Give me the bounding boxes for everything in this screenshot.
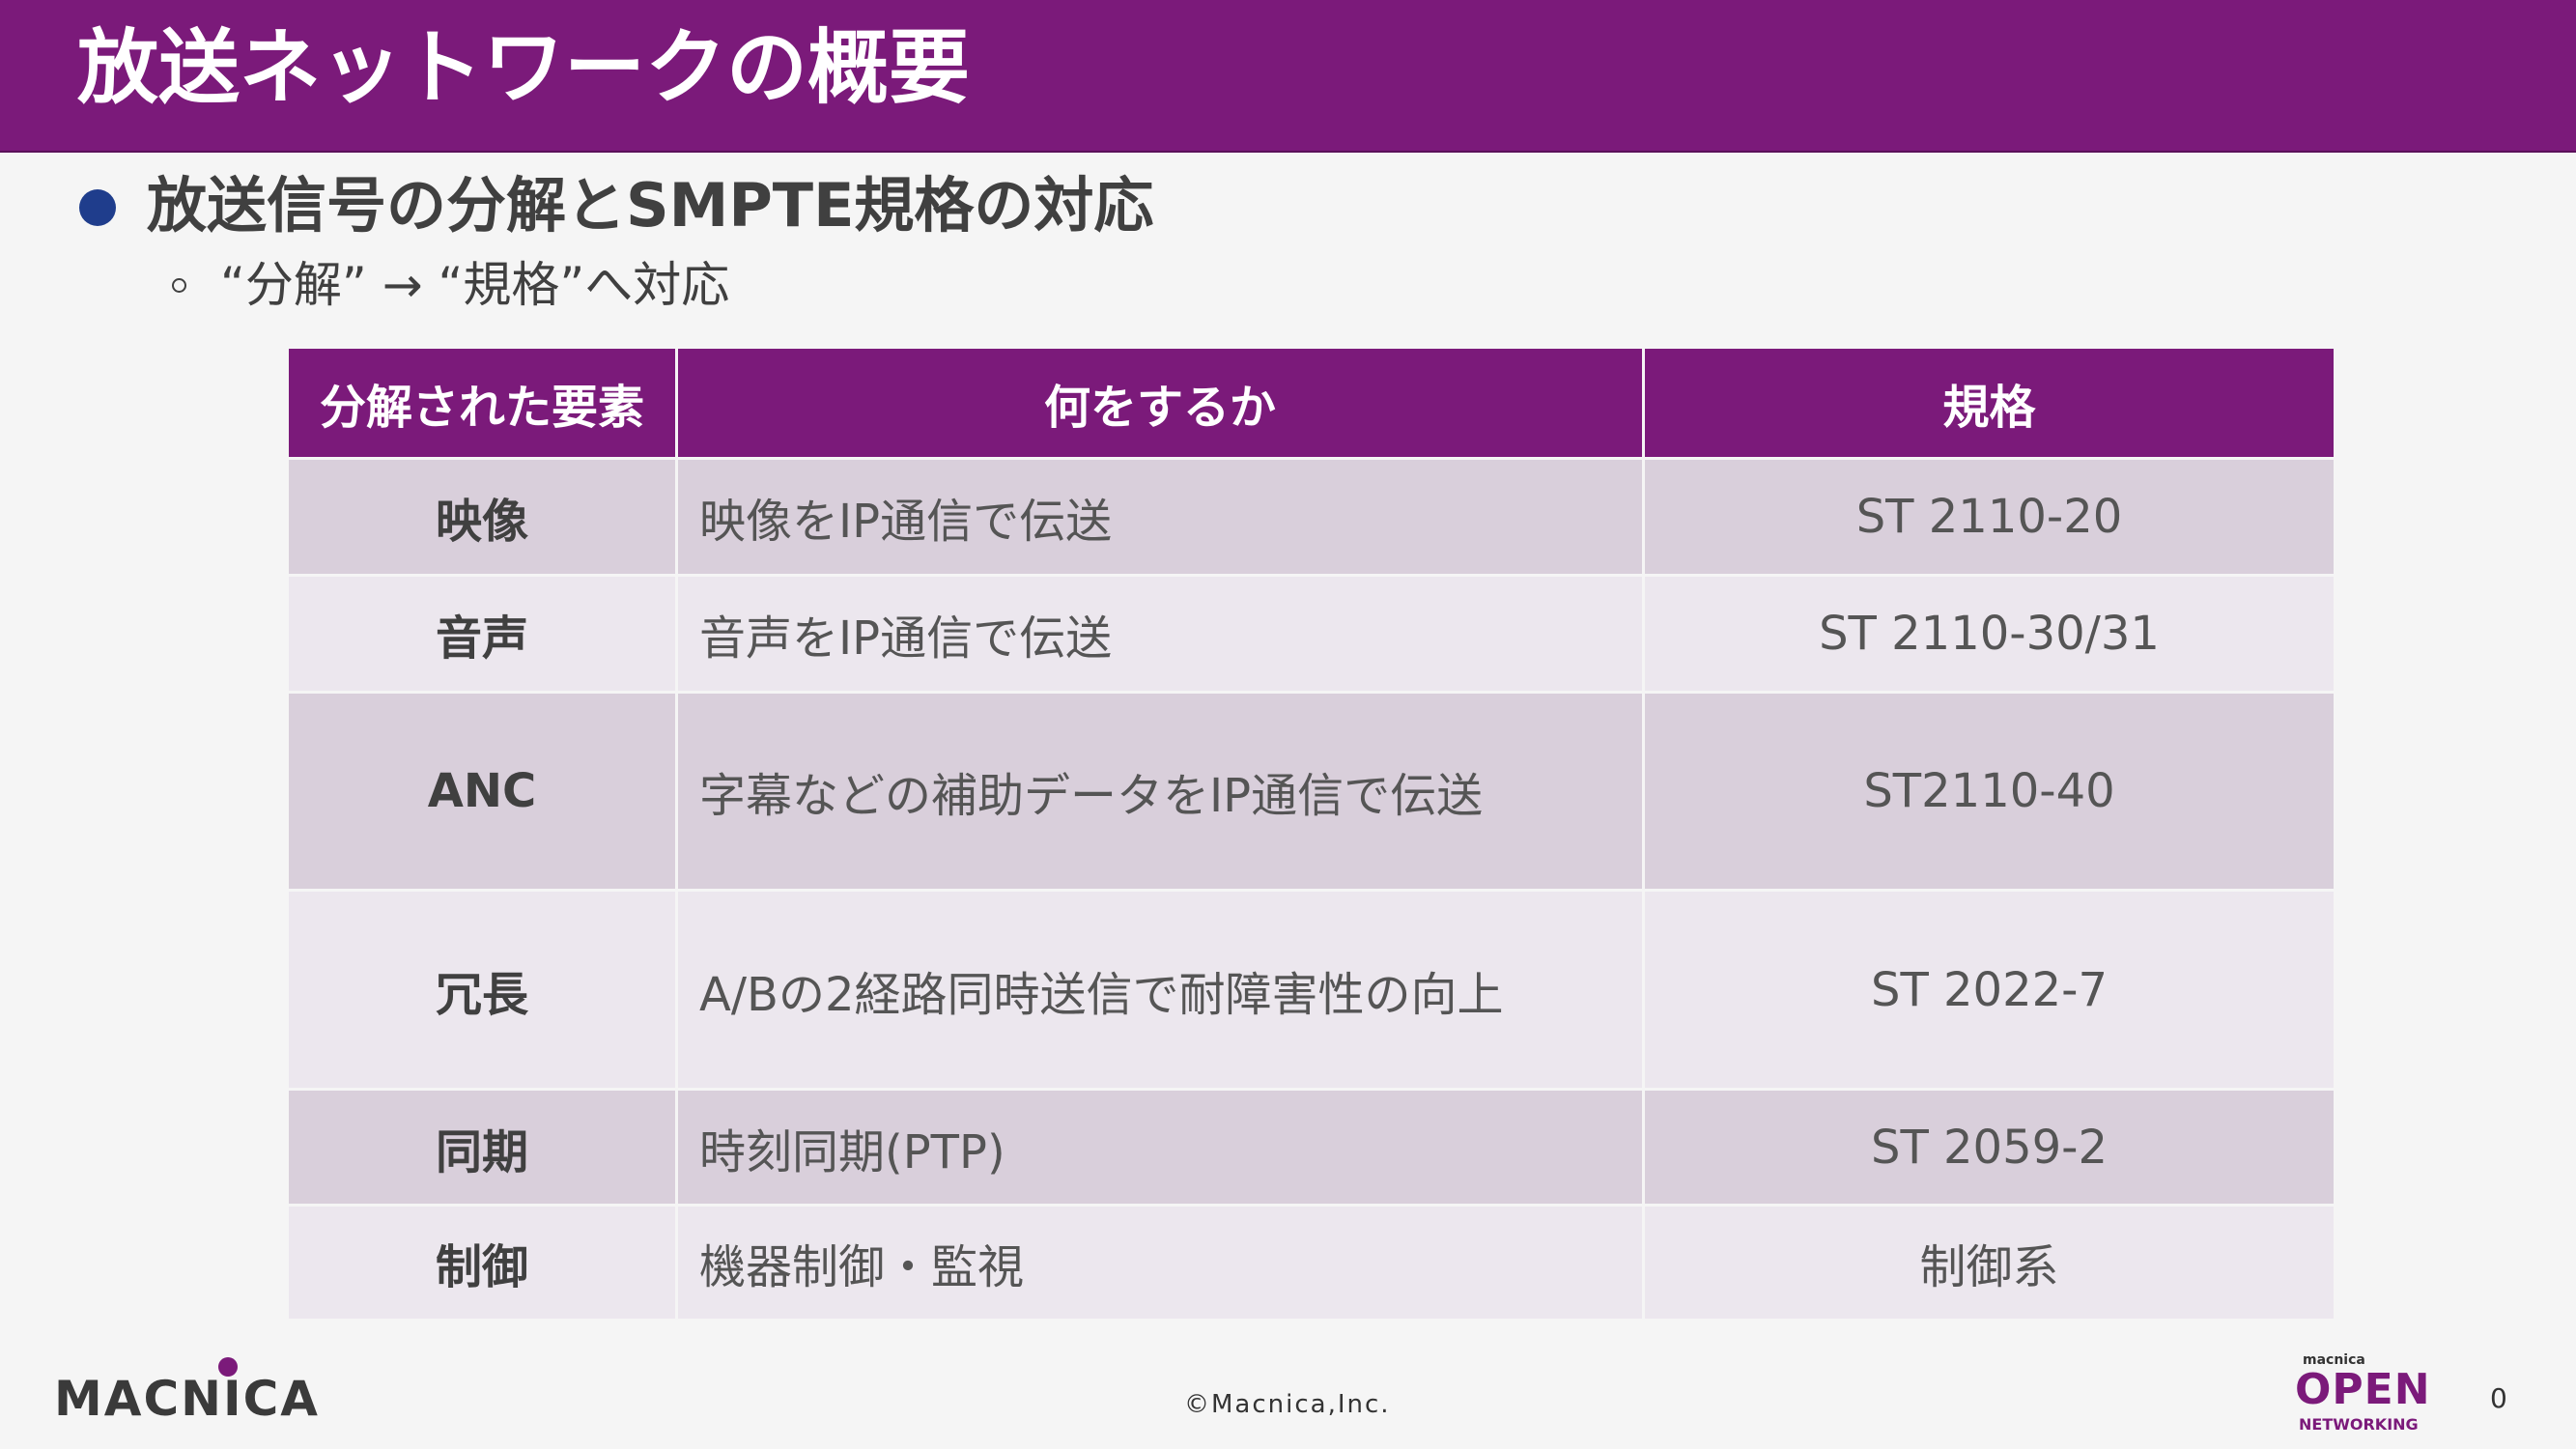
cell-description: 時刻同期(PTP) (675, 1088, 1645, 1207)
table-row: ANC 字幕などの補助データをIP通信で伝送 ST2110-40 (286, 691, 2336, 892)
sub-bullet-text: “分解” → “規格”へ対応 (220, 257, 730, 313)
cell-standard: ST 2022-7 (1642, 889, 2336, 1091)
cell-description: 音声をIP通信で伝送 (675, 574, 1645, 694)
title-bar: 放送ネットワークの概要 (0, 0, 2576, 153)
open-logo-sub: NETWORKING (2299, 1415, 2419, 1434)
table-row: 同期 時刻同期(PTP) ST 2059-2 (286, 1088, 2336, 1207)
cell-element: 制御 (286, 1204, 678, 1321)
bullet-dot-icon (79, 189, 116, 226)
cell-element: 音声 (286, 574, 678, 694)
cell-description: A/Bの2経路同時送信で耐障害性の向上 (675, 889, 1645, 1091)
copyright: ©Macnica,Inc. (1184, 1390, 1391, 1419)
standards-table: 分解された要素 何をするか 規格 映像 映像をIP通信で伝送 ST 2110-2… (286, 346, 2336, 1321)
cell-description: 字幕などの補助データをIP通信で伝送 (675, 691, 1645, 892)
table-header-row: 分解された要素 何をするか 規格 (286, 346, 2336, 460)
header-description: 何をするか (675, 346, 1645, 460)
page-number: 0 (2490, 1382, 2507, 1414)
cell-description: 映像をIP通信で伝送 (675, 457, 1645, 577)
logo-dot-icon (218, 1357, 238, 1377)
header-standard: 規格 (1642, 346, 2336, 460)
cell-element: 冗長 (286, 889, 678, 1091)
slide-title: 放送ネットワークの概要 (77, 20, 971, 115)
table-row: 映像 映像をIP通信で伝送 ST 2110-20 (286, 457, 2336, 577)
header-element: 分解された要素 (286, 346, 678, 460)
cell-standard: 制御系 (1642, 1204, 2336, 1321)
sub-bullet-circle-icon (172, 278, 186, 293)
cell-element: ANC (286, 691, 678, 892)
cell-description: 機器制御・監視 (675, 1204, 1645, 1321)
cell-standard: ST2110-40 (1642, 691, 2336, 892)
cell-element: 同期 (286, 1088, 678, 1207)
cell-standard: ST 2110-30/31 (1642, 574, 2336, 694)
bullet-text: 放送信号の分解とSMPTE規格の対応 (147, 170, 1154, 241)
table-row: 制御 機器制御・監視 制御系 (286, 1204, 2336, 1321)
macnica-logo: MACNICA (54, 1357, 318, 1425)
logo-text: MACNICA (54, 1371, 320, 1427)
cell-standard: ST 2059-2 (1642, 1088, 2336, 1207)
open-logo-big: OPEN (2295, 1365, 2431, 1414)
open-networking-logo: macnica OPEN NETWORKING (2295, 1352, 2430, 1439)
open-logo-small: macnica (2303, 1352, 2365, 1368)
cell-element: 映像 (286, 457, 678, 577)
table-row: 音声 音声をIP通信で伝送 ST 2110-30/31 (286, 574, 2336, 694)
table-row: 冗長 A/Bの2経路同時送信で耐障害性の向上 ST 2022-7 (286, 889, 2336, 1091)
cell-standard: ST 2110-20 (1642, 457, 2336, 577)
